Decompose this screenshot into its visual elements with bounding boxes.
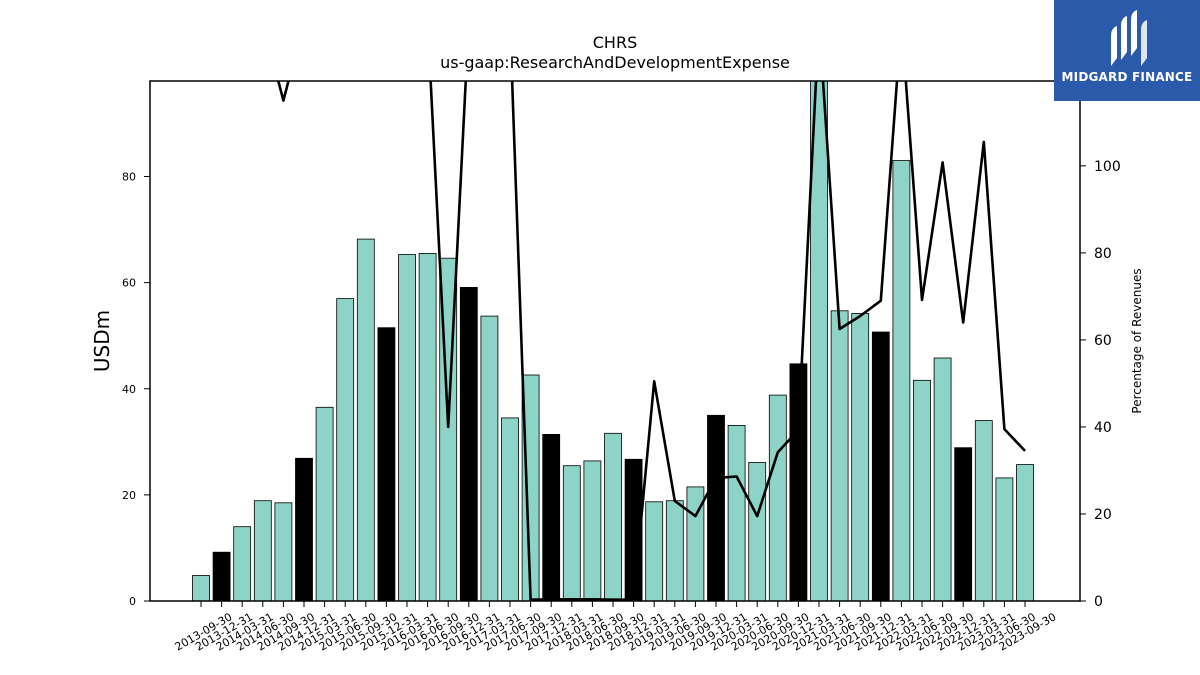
logo-text: MIDGARD FINANCE [1061, 70, 1193, 84]
bar-2016-06-30 [418, 252, 437, 602]
left-tick-label: 20 [122, 489, 136, 502]
right-tick-label: 0 [1094, 594, 1103, 610]
bar-2016-03-31 [398, 254, 416, 602]
right-tick-label: 60 [1094, 333, 1112, 349]
bar-2022-12-31 [954, 447, 973, 602]
right-tick-label: 80 [1094, 246, 1112, 262]
bar-2014-06-30 [253, 500, 272, 602]
bar-2015-06-30 [336, 298, 355, 602]
bar-2015-12-31 [377, 327, 396, 602]
left-tick-label: 80 [122, 171, 136, 184]
left-axis: 0 20 40 60 80 [122, 171, 150, 608]
right-axis: 0 20 40 60 80 100 [1080, 159, 1121, 610]
right-tick-label: 20 [1094, 507, 1112, 523]
bar-2017-03-31 [480, 315, 499, 602]
bar-2022-06-30 [913, 379, 931, 602]
line-series [276, 81, 1026, 601]
bar-2017-12-31 [542, 433, 561, 602]
left-tick-label: 0 [129, 595, 136, 608]
bar-2018-03-31 [562, 465, 581, 602]
chart-subtitle: us-gaap:ResearchAndDevelopmentExpense [440, 53, 790, 72]
left-axis-label: USDm [90, 310, 114, 372]
bar-2014-03-31 [233, 526, 252, 602]
bar-2021-09-30 [851, 312, 870, 602]
left-tick-label: 40 [122, 383, 136, 396]
bar-2020-12-31 [789, 363, 808, 602]
bar-2023-03-31 [974, 420, 993, 602]
bar-2021-06-30 [830, 310, 849, 602]
bar-2019-12-31 [707, 414, 725, 602]
bar-2022-09-30 [933, 357, 952, 602]
bar-2022-03-31 [892, 160, 911, 602]
bar-2013-09-30 [192, 575, 210, 602]
midgard-logo-icon [1111, 10, 1147, 66]
bar-2020-06-30 [748, 462, 767, 602]
bar-2013-12-31 [212, 551, 231, 602]
bar-2014-09-30 [274, 502, 293, 602]
bar-2015-09-30 [356, 238, 375, 602]
percentage-line [276, 81, 1026, 601]
bar-2018-06-30 [583, 460, 602, 602]
midgard-finance-logo: MIDGARD FINANCE [1054, 0, 1200, 101]
plot-frame [149, 80, 1081, 602]
bar-2021-12-31 [871, 331, 890, 602]
bar-series [192, 80, 1034, 602]
right-tick-label: 100 [1094, 159, 1121, 175]
right-tick-label: 40 [1094, 420, 1112, 436]
bar-2014-12-31 [295, 457, 313, 602]
bar-2015-03-31 [315, 406, 334, 602]
bar-2019-06-30 [665, 500, 684, 602]
bar-2019-03-31 [645, 501, 664, 602]
bar-2023-09-30 [1016, 464, 1034, 602]
left-tick-label: 60 [122, 277, 136, 290]
bar-2016-12-31 [459, 286, 478, 602]
bar-2020-03-31 [727, 424, 746, 602]
chart-title: CHRS [593, 33, 637, 52]
bar-2018-09-30 [604, 432, 622, 602]
right-axis-label: Percentage of Revenues [1130, 268, 1144, 413]
bar-2023-06-30 [995, 477, 1014, 602]
bar-2017-06-30 [501, 417, 519, 602]
bar-2020-09-30 [768, 394, 787, 602]
x-axis: 2013-09-302013-12-312014-03-312014-06-30… [173, 601, 1059, 654]
